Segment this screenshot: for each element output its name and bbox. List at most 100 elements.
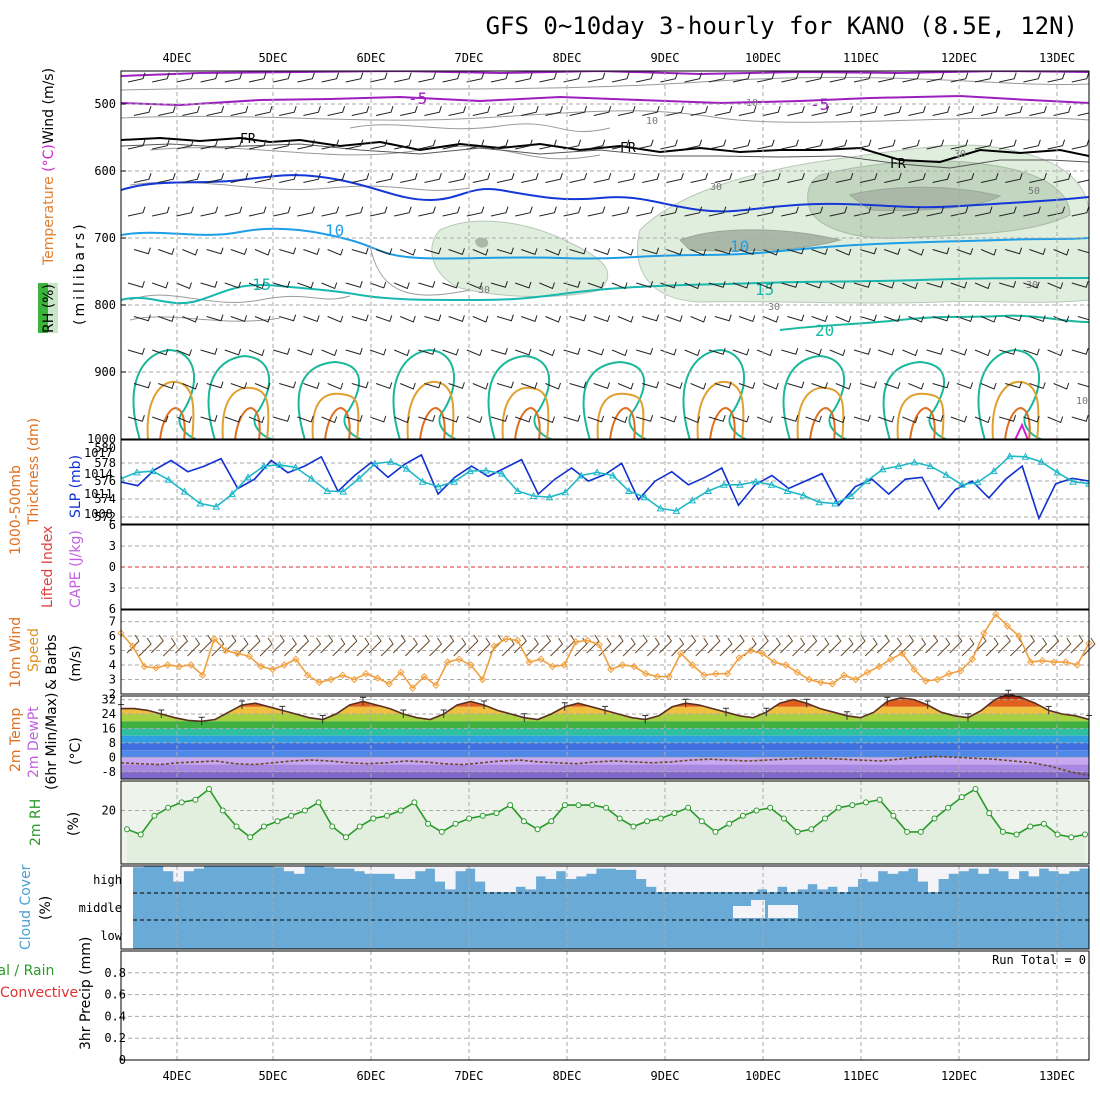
lifted-index-tick: 6 bbox=[109, 602, 116, 616]
wind-barb bbox=[133, 173, 152, 183]
wind-barb bbox=[394, 416, 410, 424]
wind-barb bbox=[853, 348, 871, 355]
wind-barb bbox=[642, 314, 660, 322]
wind-barb bbox=[1023, 415, 1040, 423]
high-cloud-gap bbox=[666, 866, 677, 892]
wind-barb bbox=[1071, 415, 1089, 422]
date-label: 6DEC bbox=[357, 51, 386, 65]
high-cloud-gap bbox=[565, 866, 577, 879]
wind-barb bbox=[206, 247, 224, 255]
wind-barb bbox=[1053, 315, 1070, 323]
wind-barb bbox=[152, 72, 170, 83]
wind-marker bbox=[280, 661, 289, 669]
thickness-line bbox=[121, 453, 1089, 521]
wind-marker bbox=[397, 668, 405, 677]
minmax-whisker bbox=[844, 711, 850, 720]
wind-barb bbox=[974, 416, 991, 424]
precip-axis: 0.8 0.6 0.4 0.2 0 bbox=[104, 966, 126, 1067]
svg-text:10: 10 bbox=[325, 221, 344, 240]
wind-barb bbox=[297, 281, 314, 289]
wind-barb bbox=[472, 382, 489, 390]
wind-barb bbox=[835, 106, 854, 116]
rh-marker bbox=[712, 828, 719, 835]
wind-barb bbox=[586, 634, 600, 654]
wind-marker bbox=[408, 684, 417, 692]
wind-barb bbox=[901, 634, 915, 654]
rh-marker bbox=[794, 828, 801, 835]
wind-barb bbox=[448, 382, 465, 390]
wind-barb bbox=[853, 206, 872, 217]
wind-marker bbox=[677, 649, 685, 658]
wind-barb bbox=[1023, 139, 1041, 150]
rh-marker bbox=[219, 807, 226, 814]
wind-barb bbox=[344, 634, 358, 654]
high-cloud-gap bbox=[897, 866, 909, 872]
slp-marker bbox=[1021, 452, 1030, 460]
temp-contour-30 bbox=[909, 406, 936, 439]
wind-barb bbox=[247, 634, 261, 654]
temp-band bbox=[121, 728, 1089, 736]
date-label: 12DEC bbox=[941, 51, 977, 65]
wind-barb bbox=[805, 415, 822, 423]
wind-barb bbox=[811, 106, 830, 116]
wind-marker bbox=[956, 667, 965, 675]
minmax-whisker bbox=[1005, 689, 1012, 699]
wind-barb bbox=[902, 416, 918, 424]
wind-barb bbox=[321, 139, 340, 150]
wind-barb bbox=[695, 637, 709, 657]
wind-barb bbox=[158, 248, 175, 256]
wind-marker bbox=[572, 638, 580, 646]
thickness-tick: 578 bbox=[94, 456, 116, 470]
slp-marker bbox=[212, 502, 221, 510]
rh-marker bbox=[315, 799, 322, 806]
wind-barb bbox=[950, 348, 968, 356]
slp-marker bbox=[323, 486, 332, 494]
minmax-whisker bbox=[965, 713, 971, 722]
wind-barb bbox=[804, 634, 818, 654]
wind-marker bbox=[607, 665, 615, 674]
minmax-label: (6hr Min/Max) bbox=[44, 693, 60, 790]
cape-label: CAPE (J/kg) bbox=[68, 530, 84, 608]
temp-contour-20 bbox=[132, 348, 201, 439]
wind-barb bbox=[248, 416, 265, 424]
rh-marker bbox=[151, 812, 158, 819]
wind-barb bbox=[660, 415, 677, 423]
high-cloud-gap bbox=[746, 866, 758, 892]
wind-barb bbox=[254, 173, 273, 183]
wind-barb bbox=[248, 72, 267, 83]
wind-barb bbox=[496, 381, 514, 389]
wind-barb bbox=[980, 382, 997, 390]
high-cloud-gap bbox=[193, 866, 204, 869]
wind-marker bbox=[665, 672, 673, 681]
date-label: 9DEC bbox=[651, 51, 680, 65]
rh-marker bbox=[753, 807, 760, 814]
convective-label: Convective bbox=[0, 985, 78, 1001]
wind-barb bbox=[175, 634, 189, 654]
wind-barb bbox=[732, 72, 751, 83]
degc-label: (°C) bbox=[68, 737, 84, 765]
wind-barb bbox=[787, 106, 805, 116]
wind-barb bbox=[714, 314, 732, 322]
wind-barb bbox=[424, 106, 442, 116]
wind-barb bbox=[999, 139, 1017, 150]
wind-barb bbox=[400, 382, 416, 390]
wind-barb bbox=[152, 348, 169, 356]
wind-barb bbox=[617, 248, 634, 256]
wind-barb bbox=[787, 314, 805, 322]
high-cloud-gap bbox=[887, 866, 899, 874]
lifted-index-tick: 3 bbox=[109, 539, 116, 553]
wind-marker bbox=[805, 675, 813, 684]
wind-marker bbox=[851, 675, 860, 684]
high-cloud-gap bbox=[626, 866, 637, 870]
wind-barb bbox=[690, 315, 707, 323]
wind-barb bbox=[908, 106, 926, 116]
wind-barb bbox=[466, 282, 483, 290]
pressure-tick: 600 bbox=[94, 164, 116, 178]
wind-barb bbox=[852, 634, 866, 654]
wind-barb bbox=[569, 173, 588, 183]
wind-marker bbox=[537, 655, 545, 663]
wind-barb bbox=[980, 106, 999, 116]
wind-marker bbox=[257, 662, 265, 671]
wind-barb bbox=[763, 173, 781, 183]
